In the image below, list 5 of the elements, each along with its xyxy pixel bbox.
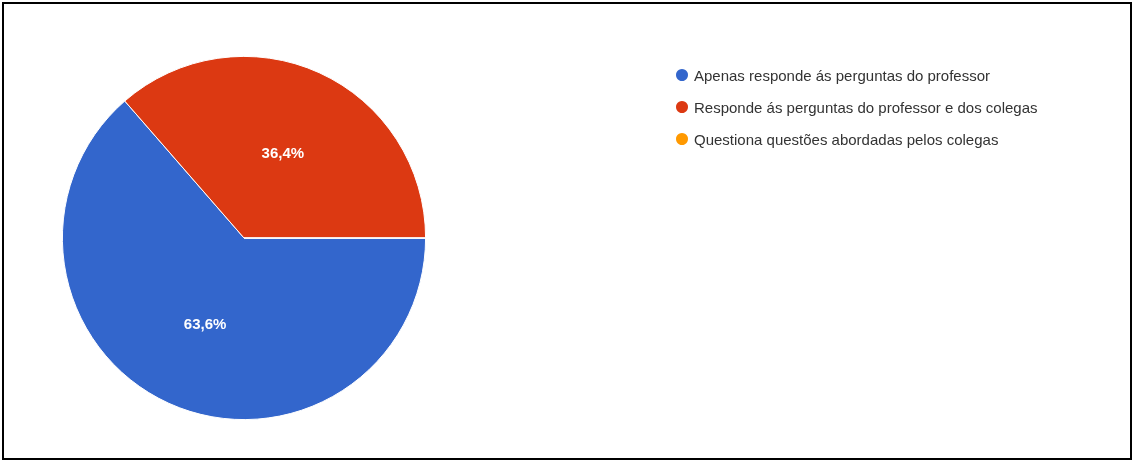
data-label: 36,4% xyxy=(261,144,305,162)
legend-label: Questiona questões abordadas pelos colegas xyxy=(694,130,999,148)
legend-label: Responde ás perguntas do professor e dos colegas xyxy=(694,98,1038,116)
legend-label: Apenas responde ás perguntas do professor xyxy=(694,66,991,84)
data-label: 63,6% xyxy=(183,314,227,332)
